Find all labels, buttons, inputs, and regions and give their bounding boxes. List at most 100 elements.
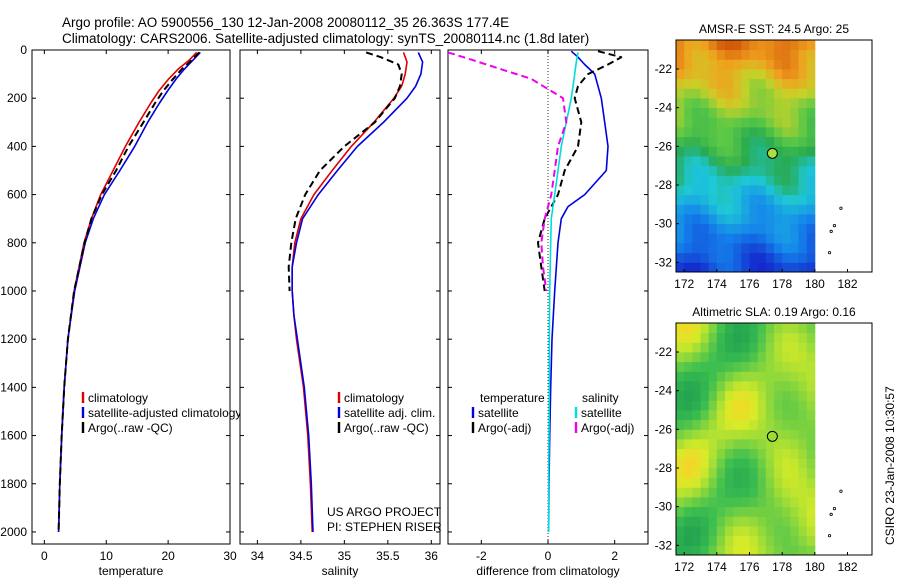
sla_map-raster-cell bbox=[733, 381, 742, 392]
sla_map-raster-cell bbox=[749, 419, 759, 430]
sst_map-raster-cell bbox=[774, 127, 783, 138]
sla_map-raster-cell bbox=[749, 497, 759, 508]
sla_map-raster-cell bbox=[765, 429, 775, 440]
sst_map-raster-cell bbox=[700, 194, 710, 205]
sst_map-raster-cell bbox=[782, 233, 791, 244]
sla_map-raster-cell bbox=[708, 448, 718, 459]
sla_map-raster-cell bbox=[798, 361, 808, 372]
sla_map-raster-cell bbox=[700, 361, 710, 372]
sla_map-raster-cell bbox=[741, 342, 750, 353]
sla_map-raster-cell bbox=[708, 390, 718, 401]
sla_map-raster-cell bbox=[716, 381, 726, 392]
sla_map-raster-cell bbox=[716, 458, 726, 469]
sst_map-raster-cell bbox=[774, 262, 783, 273]
sla_map-raster-cell bbox=[676, 526, 685, 537]
sst_map-raster-cell bbox=[716, 194, 726, 205]
sla_map-raster-cell bbox=[725, 332, 734, 343]
sst_map-raster-cell bbox=[692, 146, 701, 157]
salinity-series-line bbox=[287, 51, 403, 292]
sst_map-raster-cell bbox=[708, 146, 718, 157]
sla_map-raster-cell bbox=[692, 342, 701, 353]
sst_map-raster-cell bbox=[806, 59, 816, 70]
sla_map-raster-cell bbox=[782, 516, 791, 527]
sst_map-raster-cell bbox=[774, 117, 783, 128]
sst_map-raster-cell bbox=[774, 233, 783, 244]
sla_map-raster-cell bbox=[790, 506, 799, 517]
project-annotation: US ARGO PROJECT bbox=[327, 505, 442, 519]
sst_map-raster-cell bbox=[725, 59, 734, 70]
sst_map-raster-cell bbox=[782, 175, 791, 186]
sst_map-raster-cell bbox=[782, 146, 791, 157]
sla_map-raster-cell bbox=[676, 477, 685, 488]
sst_map-raster-cell bbox=[725, 146, 734, 157]
sst_map-raster-cell bbox=[757, 117, 767, 128]
sst_map-raster-cell bbox=[749, 252, 759, 263]
sla_map-raster-cell bbox=[700, 545, 710, 556]
sst_map-raster-cell bbox=[692, 243, 701, 254]
sst_map-raster-cell bbox=[749, 214, 759, 225]
sst_map-raster-cell bbox=[749, 69, 759, 80]
sla_map-raster-cell bbox=[692, 439, 701, 450]
sst_map-raster-cell bbox=[708, 69, 718, 80]
sla_map-raster-cell bbox=[749, 390, 759, 401]
sst_map-raster-cell bbox=[806, 204, 816, 215]
sst_map-raster-cell bbox=[765, 204, 775, 215]
sst_map-raster-cell bbox=[774, 146, 783, 157]
sla_map-raster-cell bbox=[765, 361, 775, 372]
sla_map-raster-cell bbox=[806, 516, 816, 527]
sla_map-raster-cell bbox=[716, 497, 726, 508]
sst_map-raster-cell bbox=[749, 136, 759, 147]
sst_map-raster-cell bbox=[774, 107, 783, 118]
sst_map-raster-cell bbox=[725, 127, 734, 138]
sla_map-island bbox=[827, 534, 832, 538]
sst_map-raster-cell bbox=[749, 127, 759, 138]
sla_map-raster-cell bbox=[790, 497, 799, 508]
sst_map-raster-cell bbox=[676, 204, 685, 215]
sla_map-raster-cell bbox=[733, 477, 742, 488]
sst_map-raster-cell bbox=[806, 175, 816, 186]
sst_map-raster-cell bbox=[798, 223, 808, 234]
sla_map-raster-cell bbox=[774, 535, 783, 546]
sst_map-raster-cell bbox=[716, 88, 726, 99]
sla_map-raster-cell bbox=[806, 381, 816, 392]
sla_map-raster-cell bbox=[676, 458, 685, 469]
sst_map-raster-cell bbox=[749, 233, 759, 244]
sst_map-raster-cell bbox=[741, 233, 750, 244]
sla_map-raster-cell bbox=[692, 410, 701, 421]
sla_map-raster-cell bbox=[676, 323, 685, 334]
sla_map-argo-marker bbox=[766, 430, 778, 442]
sst_map-ytick-label: -24 bbox=[655, 101, 673, 115]
sst_map-raster-cell bbox=[765, 117, 775, 128]
sst_map-raster-cell bbox=[782, 185, 791, 196]
sst_map-ytick-label: -30 bbox=[655, 217, 673, 231]
salinity-series-line bbox=[291, 52, 424, 533]
sla_map-raster-cell bbox=[684, 439, 693, 450]
sst_map-raster-cell bbox=[798, 127, 808, 138]
sla_map-raster-cell bbox=[765, 410, 775, 421]
sst_map-island bbox=[829, 229, 833, 233]
sst_map-raster-cell bbox=[749, 204, 759, 215]
sst_map-raster-cell bbox=[798, 252, 808, 263]
sst_map-raster-cell bbox=[765, 243, 775, 254]
sst_map-raster-cell bbox=[676, 127, 685, 138]
sst_map-raster-cell bbox=[733, 262, 742, 273]
difference-xtick-label: 0 bbox=[545, 549, 552, 563]
sst_map-raster-cell bbox=[708, 49, 718, 60]
sst_map-raster-cell bbox=[790, 146, 799, 157]
sla_map-frame bbox=[675, 322, 873, 556]
sla_map-raster-cell bbox=[733, 487, 742, 498]
sla_map-island bbox=[832, 506, 837, 511]
sst_map-raster-cell bbox=[700, 262, 710, 273]
sla_map-raster-cell bbox=[790, 448, 799, 459]
sla_map-raster-cell bbox=[806, 332, 816, 343]
sla_map-raster-cell bbox=[790, 419, 799, 430]
sla_map-raster-cell bbox=[733, 410, 742, 421]
sst_map-raster-cell bbox=[782, 127, 791, 138]
sst_map-raster-cell bbox=[782, 243, 791, 254]
sla_map-raster-cell bbox=[684, 400, 693, 411]
temperature-xtick-label: 0 bbox=[41, 549, 48, 563]
sla_map-raster-cell bbox=[684, 390, 693, 401]
sst_map-raster-cell bbox=[741, 262, 750, 273]
sst_map-raster-cell bbox=[708, 175, 718, 186]
sst_map-raster-cell bbox=[798, 107, 808, 118]
